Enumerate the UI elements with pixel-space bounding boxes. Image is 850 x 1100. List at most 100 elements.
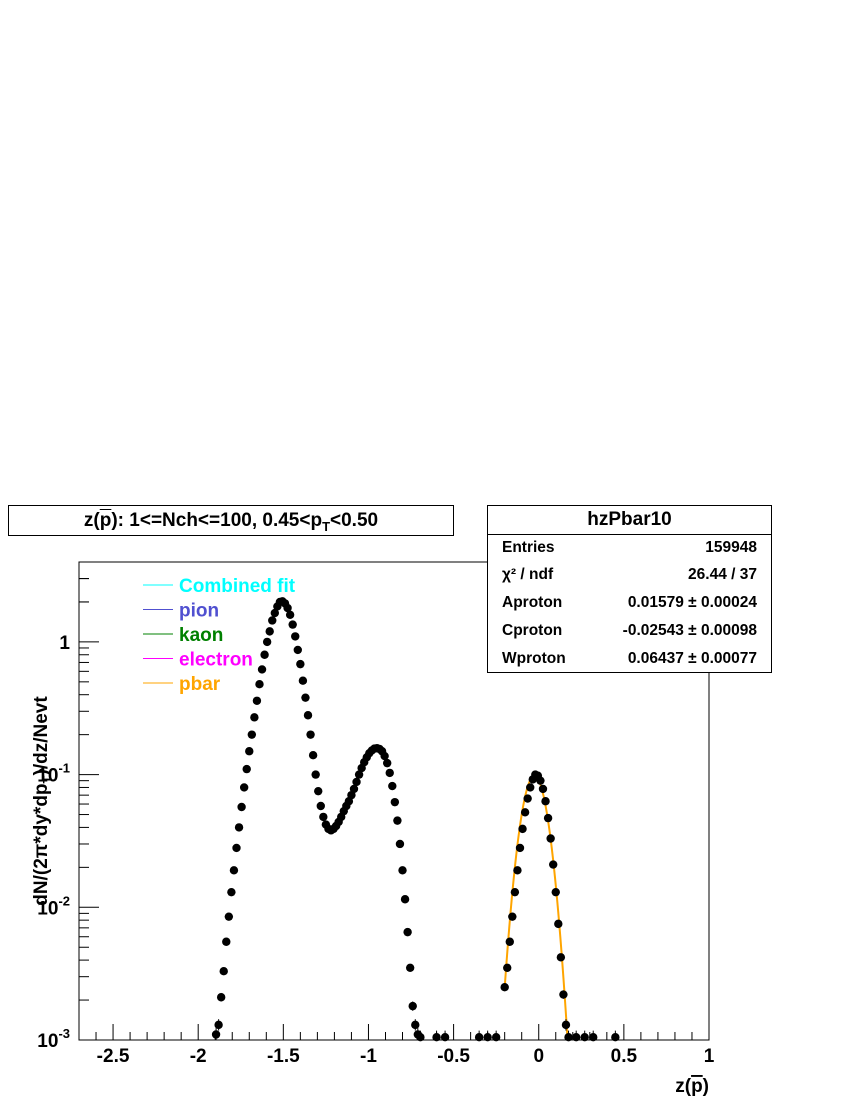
marker: [382, 758, 392, 768]
data-point: [549, 860, 558, 869]
data-point: [491, 1030, 501, 1042]
data-point: [306, 730, 315, 739]
marker: [526, 783, 535, 792]
marker: [214, 1020, 223, 1030]
x-tick-label: -1: [360, 1046, 377, 1067]
marker: [311, 770, 320, 779]
marker: [291, 632, 300, 641]
title-subscript: T: [322, 518, 331, 534]
marker: [219, 966, 228, 976]
marker: [554, 919, 563, 929]
x-tick-label: 1: [704, 1046, 715, 1067]
data-point: [500, 982, 509, 992]
stats-chi2-label: χ² / ndf: [502, 566, 554, 583]
marker: [285, 610, 295, 620]
marker: [255, 679, 264, 689]
stats-wproton-value: 0.06437 ± 0.00077: [627, 650, 757, 667]
data-point: [227, 887, 236, 897]
data-point: [222, 937, 231, 946]
data-point: [234, 823, 244, 832]
data-point: [291, 632, 300, 641]
data-point: [301, 693, 310, 702]
legend-label: Combined fit: [179, 576, 296, 597]
marker: [523, 794, 532, 803]
stats-chi2-value: 26.44 / 37: [688, 566, 757, 583]
marker: [262, 637, 272, 647]
data-point: [541, 797, 550, 806]
marker: [268, 616, 277, 625]
marker: [301, 693, 310, 702]
data-point: [403, 927, 412, 937]
x-axis-ticks: -2.5 -2 -1.5 -1 -0.5 0 0.5 1: [78, 1024, 715, 1067]
data-point: [408, 1001, 417, 1011]
data-point: [515, 843, 525, 853]
data-point: [405, 963, 415, 973]
data-point: [551, 887, 560, 897]
marker: [247, 730, 257, 739]
data-point: [349, 784, 359, 794]
marker: [293, 645, 302, 655]
x-tick-label: -0.5: [437, 1046, 470, 1067]
data-point: [247, 730, 257, 739]
data-point: [513, 866, 522, 875]
marker: [265, 627, 274, 636]
legend-label: electron: [179, 650, 253, 671]
data-point: [229, 866, 239, 875]
data-point: [303, 711, 313, 720]
stats-row-wproton: Wproton 0.06437 ± 0.00077: [488, 647, 771, 671]
marker: [296, 659, 305, 669]
stats-wproton-label: Wproton: [502, 650, 566, 667]
data-point: [270, 608, 280, 618]
stats-row-entries: Entries 159948: [488, 536, 771, 560]
marker: [538, 784, 548, 794]
data-point: [503, 963, 512, 973]
data-point: [293, 645, 302, 655]
stats-histogram-name: hzPbar10: [488, 506, 771, 535]
data-point: [216, 992, 226, 1002]
marker: [559, 990, 568, 999]
marker: [400, 895, 410, 904]
legend-label: kaon: [179, 625, 223, 646]
data-point: [390, 797, 400, 807]
data-point: [224, 912, 234, 921]
marker: [546, 834, 555, 843]
marker: [518, 824, 527, 834]
marker: [388, 781, 397, 791]
data-point: [416, 1030, 425, 1042]
data-point: [432, 1030, 441, 1042]
y-tick-label: 10-3: [37, 1026, 70, 1052]
marker: [503, 963, 512, 973]
chart-title: z(p): 1<=Nch<=100, 0.45<pT<0.50: [8, 505, 454, 536]
marker: [611, 1032, 620, 1042]
data-point: [526, 783, 535, 792]
marker: [408, 1001, 417, 1011]
data-point: [285, 610, 295, 620]
data-point: [611, 1030, 620, 1042]
data-point: [265, 627, 274, 636]
y-tick-label: 1: [59, 633, 70, 654]
title-particle: p: [99, 510, 112, 531]
data-point: [298, 676, 308, 685]
title-tail: <0.50: [330, 510, 379, 531]
marker: [316, 801, 325, 811]
data-point: [474, 1030, 484, 1042]
marker: [229, 866, 239, 875]
stats-row-aproton: Aproton 0.01579 ± 0.00024: [488, 591, 771, 615]
marker: [483, 1032, 492, 1042]
x-tick-label: -2.5: [97, 1046, 130, 1067]
marker: [508, 912, 517, 921]
data-point: [400, 895, 410, 904]
data-point: [508, 912, 517, 921]
marker: [589, 1032, 598, 1042]
data-point: [319, 812, 328, 822]
legend-label: pion: [179, 601, 219, 622]
marker: [260, 650, 269, 659]
data-point: [288, 620, 297, 629]
data-point: [398, 866, 407, 875]
data-point: [239, 783, 249, 792]
stats-row-chi2: χ² / ndf 26.44 / 37: [488, 563, 771, 587]
data-point: [505, 937, 514, 946]
marker: [561, 1020, 571, 1030]
data-point: [314, 786, 323, 796]
data-point: [571, 1030, 581, 1042]
